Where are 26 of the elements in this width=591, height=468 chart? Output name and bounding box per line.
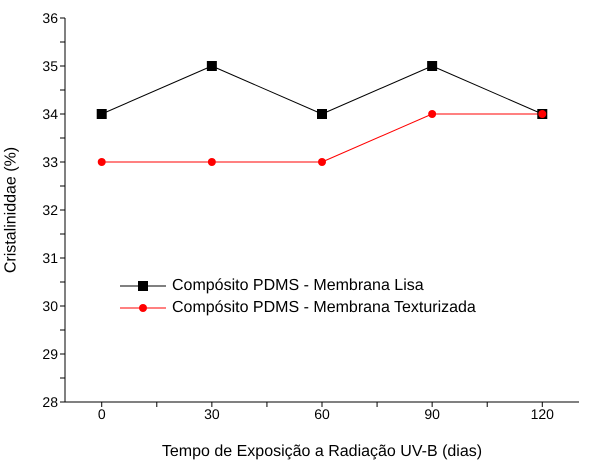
y-tick-label: 28 <box>42 394 58 410</box>
x-tick-label: 60 <box>314 406 330 422</box>
x-axis-title: Tempo de Exposição a Radiação UV-B (dias) <box>162 443 482 460</box>
y-tick-label: 29 <box>42 346 58 362</box>
y-tick-label: 32 <box>42 202 58 218</box>
point <box>96 109 107 119</box>
point <box>318 158 326 166</box>
y-tick-label: 35 <box>42 58 58 74</box>
legend-label: Compósito PDMS - Membrana Texturizada <box>172 299 476 317</box>
point <box>206 61 217 71</box>
y-tick-label: 34 <box>42 106 58 122</box>
y-tick-label: 30 <box>42 298 58 314</box>
y-tick-label: 31 <box>42 250 58 266</box>
x-tick-label: 0 <box>98 406 106 422</box>
y-tick-label: 33 <box>42 154 58 170</box>
point <box>317 109 327 119</box>
x-tick-label: 90 <box>424 406 440 422</box>
y-axis-title: Cristaliniddae (%) <box>2 146 20 274</box>
x-tick-label: 120 <box>530 406 554 422</box>
point <box>428 110 436 118</box>
legend-label: Compósito PDMS - Membrana Lisa <box>172 277 424 295</box>
point <box>208 158 216 166</box>
y-tick-label: 36 <box>42 10 58 26</box>
point <box>427 61 438 71</box>
point <box>98 158 106 166</box>
x-tick-label: 30 <box>204 406 220 422</box>
